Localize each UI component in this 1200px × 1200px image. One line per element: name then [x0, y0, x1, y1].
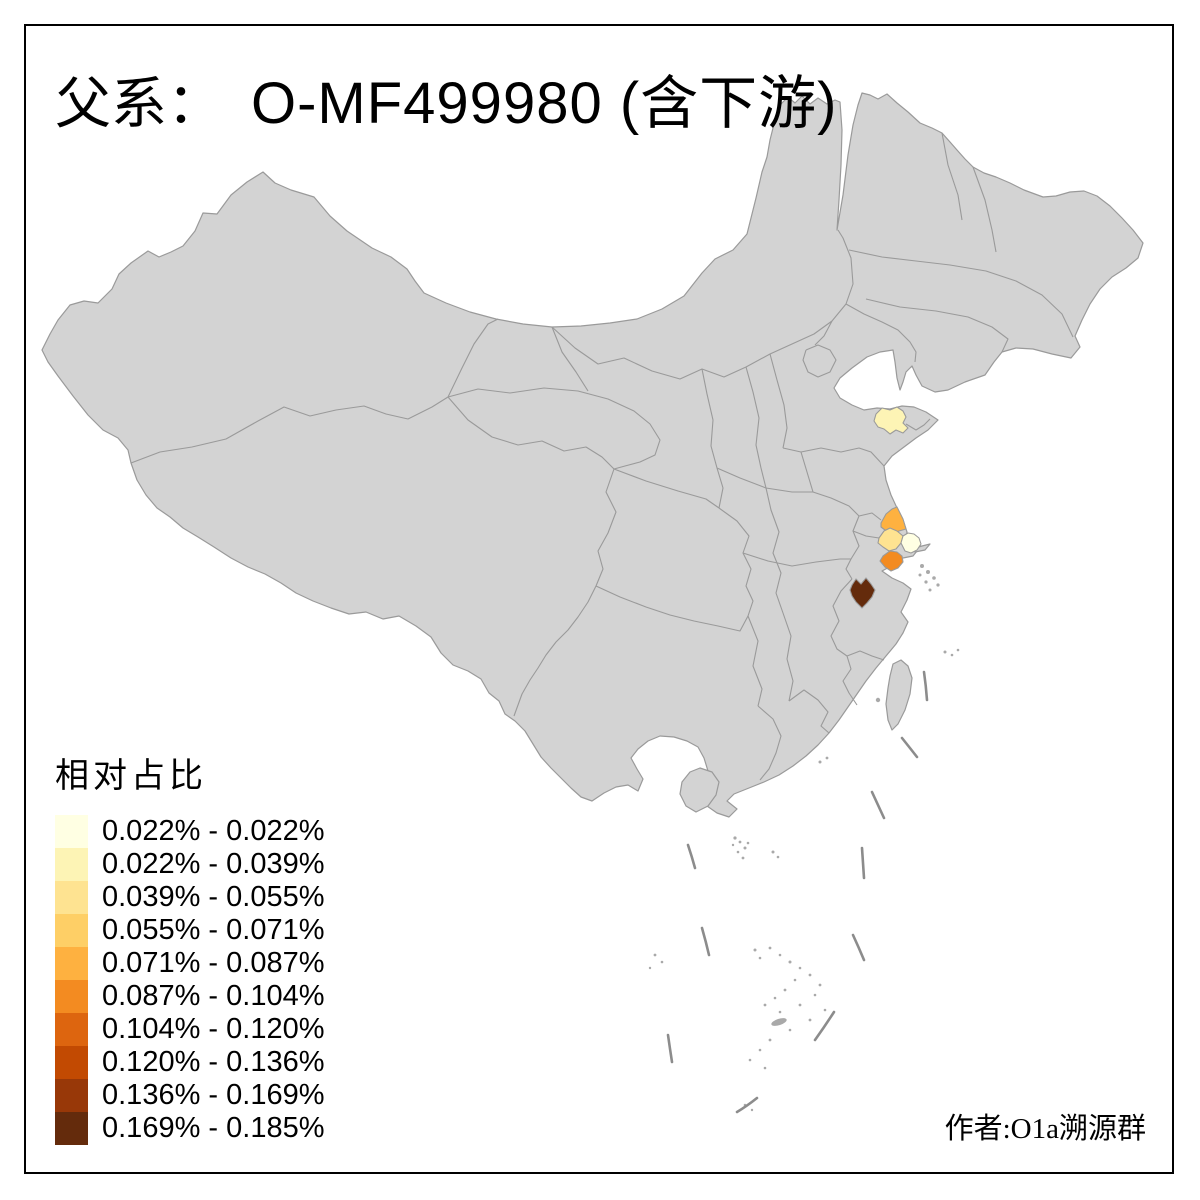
- mainland-group: [41, 92, 1144, 818]
- legend: 相对占比 0.022% - 0.022% 0.022% - 0.039% 0.039…: [55, 748, 324, 1145]
- legend-title: 相对占比: [55, 758, 207, 795]
- legend-swatch: [55, 815, 88, 848]
- title-haplogroup: O-MF499980 (含下游): [251, 71, 838, 136]
- legend-item: 0.136% - 0.169%: [55, 1079, 324, 1112]
- legend-item: 0.071% - 0.087%: [55, 947, 324, 980]
- region-shandong-peninsula: [873, 406, 909, 435]
- legend-swatch: [55, 881, 88, 914]
- legend-swatch: [55, 848, 88, 881]
- legend-item: 0.022% - 0.039%: [55, 848, 324, 881]
- legend-swatch: [55, 1112, 88, 1145]
- region-jiangsu-yangtze-mouth: [900, 532, 922, 554]
- taiwan-island: [885, 659, 913, 731]
- legend-label: 0.022% - 0.022%: [102, 815, 325, 847]
- legend-label: 0.022% - 0.039%: [102, 848, 325, 880]
- islets: [648, 564, 960, 1112]
- legend-item: 0.120% - 0.136%: [55, 1046, 324, 1079]
- legend-swatch: [55, 1079, 88, 1112]
- legend-label: 0.071% - 0.087%: [102, 947, 325, 979]
- legend-item: 0.022% - 0.022%: [55, 815, 324, 848]
- legend-label: 0.104% - 0.120%: [102, 1013, 325, 1045]
- legend-swatch: [55, 947, 88, 980]
- region-north-zhejiang: [879, 550, 904, 572]
- legend-label: 0.169% - 0.185%: [102, 1112, 325, 1144]
- china-mainland-outline: [41, 92, 1144, 818]
- legend-label: 0.087% - 0.104%: [102, 980, 325, 1012]
- title-prefix: 父系：: [55, 74, 223, 136]
- province-borders: [130, 132, 1074, 781]
- legend-swatch: [55, 1013, 88, 1046]
- legend-swatch: [55, 980, 88, 1013]
- legend-item: 0.169% - 0.185%: [55, 1112, 324, 1145]
- nine-dash-line: [666, 670, 929, 1114]
- hainan-island: [679, 767, 720, 813]
- legend-item: 0.039% - 0.055%: [55, 881, 324, 914]
- legend-item: 0.055% - 0.071%: [55, 914, 324, 947]
- legend-label: 0.039% - 0.055%: [102, 881, 325, 913]
- attribution: 作者:O1a溯源群: [944, 1113, 1146, 1145]
- legend-rows: 0.022% - 0.022% 0.022% - 0.039% 0.039% - 0…: [55, 815, 324, 1145]
- legend-swatch: [55, 914, 88, 947]
- highlighted-regions: [849, 406, 922, 609]
- legend-swatch: [55, 1046, 88, 1079]
- legend-item: 0.087% - 0.104%: [55, 980, 324, 1013]
- region-west-zhejiang-inland: [849, 577, 876, 609]
- page-title: 父系： O-MF499980 (含下游): [55, 56, 837, 140]
- region-jiangsu-coast-north: [880, 506, 907, 535]
- plot-frame: [24, 24, 1174, 1174]
- legend-label: 0.136% - 0.169%: [102, 1079, 325, 1111]
- scs-island: [771, 1018, 787, 1026]
- legend-label: 0.120% - 0.136%: [102, 1046, 325, 1078]
- legend-label: 0.055% - 0.071%: [102, 914, 325, 946]
- legend-item: 0.104% - 0.120%: [55, 1013, 324, 1046]
